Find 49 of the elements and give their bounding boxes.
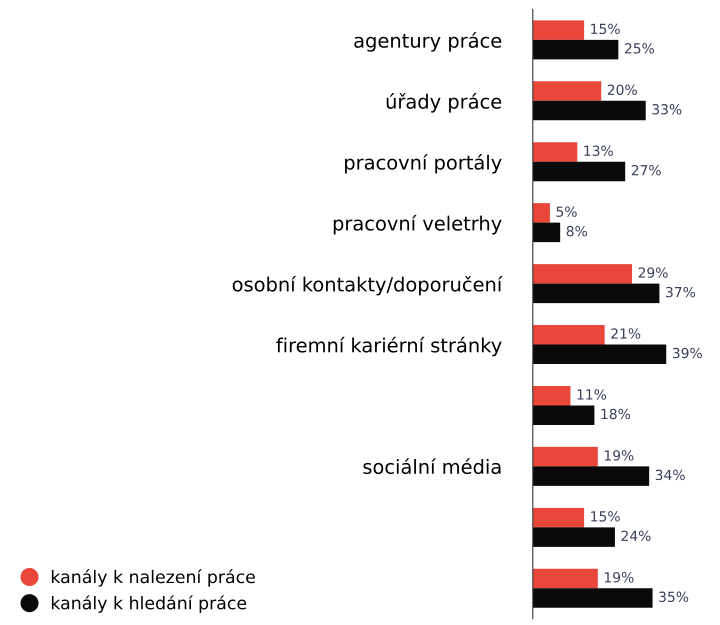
y-tick-label: pracovní veletrhy (334, 214, 502, 234)
legend-label: kanály k nalezení práce (52, 569, 255, 587)
bar (532, 203, 550, 223)
bar (532, 40, 618, 60)
data-label: 34% (656, 470, 685, 480)
y-tick-label: úřady práce (386, 93, 502, 113)
bar (532, 386, 570, 406)
y-tick-label: firemní kariérní stránky (276, 336, 502, 356)
y-tick-label: pracovní portály (345, 154, 502, 174)
bar (532, 284, 660, 304)
bar (532, 527, 615, 547)
bar (532, 264, 632, 284)
data-label: 39% (672, 348, 702, 358)
data-label: 20% (608, 84, 637, 96)
bar (532, 508, 584, 528)
data-label: 5% (556, 206, 577, 217)
y-tick-label: agentury práce (354, 32, 502, 52)
bar (532, 344, 666, 364)
data-label: 27% (632, 164, 661, 176)
bar (532, 162, 626, 182)
bar (532, 81, 602, 101)
data-label: 19% (604, 572, 634, 583)
data-label: 24% (621, 530, 651, 542)
data-label: 18% (601, 408, 630, 420)
data-label: 35% (659, 592, 688, 602)
bar (532, 222, 560, 242)
bar (532, 142, 578, 162)
data-label: 13% (584, 145, 613, 156)
legend-label: kanály k hledání práce (52, 595, 246, 613)
bar (532, 20, 584, 40)
data-label: 15% (591, 511, 620, 522)
y-tick-label: sociální média (363, 458, 500, 474)
data-label: 15% (591, 24, 620, 34)
data-label: 21% (611, 328, 640, 339)
bar (532, 325, 605, 345)
bar (532, 100, 646, 120)
bar (532, 568, 598, 588)
data-label: 11% (578, 389, 606, 400)
data-label: 33% (652, 104, 682, 115)
bar (532, 446, 598, 466)
y-tick-label: osobní kontakty/doporučení (232, 276, 503, 296)
data-label: 19% (604, 450, 634, 461)
bar (532, 405, 594, 425)
bar (532, 466, 650, 486)
data-label: 25% (624, 43, 654, 54)
data-label: 8% (566, 226, 587, 236)
bar (532, 588, 653, 608)
data-label: 37% (666, 286, 696, 298)
data-label: 29% (638, 267, 668, 278)
